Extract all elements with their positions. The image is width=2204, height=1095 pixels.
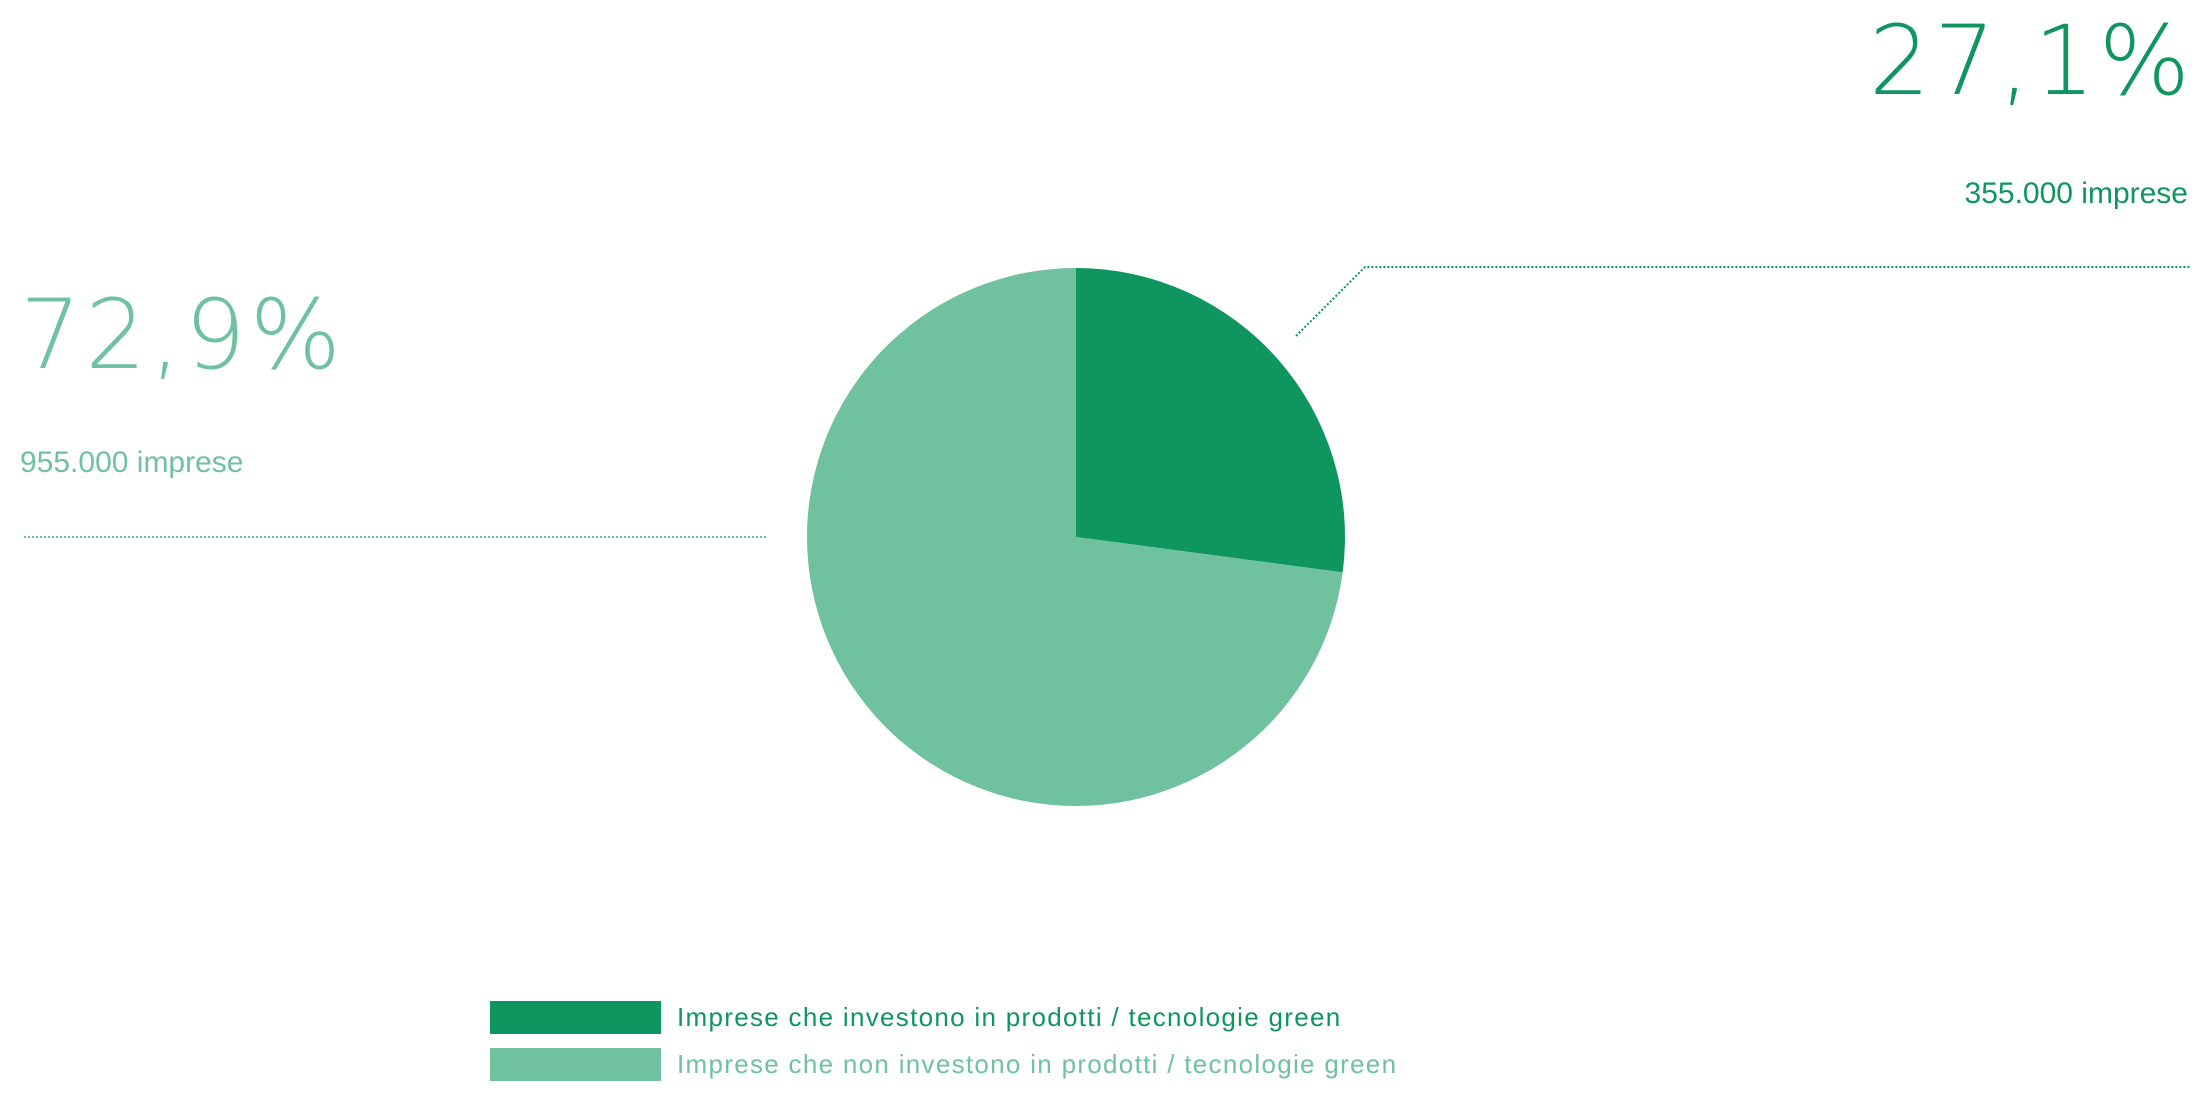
legend-label-invest: Imprese che investono in prodotti / tecn… (677, 1002, 1342, 1032)
legend-swatch-noinvest (490, 1048, 661, 1081)
pie-slice-noinvest (807, 268, 1343, 807)
count-label-invest: 355.000 imprese (1965, 177, 2188, 210)
percent-label-noinvest: 72,9% (20, 279, 345, 391)
percent-label-invest: 27,1% (1869, 5, 2194, 117)
leader-line-invest (1295, 266, 2190, 337)
pie-slices (807, 268, 1346, 807)
legend-item-noinvest: Imprese che non investono in prodotti / … (490, 1048, 1397, 1081)
count-label-noinvest: 955.000 imprese (20, 446, 243, 479)
legend-label-noinvest: Imprese che non investono in prodotti / … (677, 1049, 1398, 1079)
legend-swatch-invest (490, 1001, 661, 1034)
legend-item-invest: Imprese che investono in prodotti / tecn… (490, 1001, 1397, 1034)
legend: Imprese che investono in prodotti / tecn… (490, 1001, 1397, 1095)
pie-slice-invest (1076, 268, 1346, 573)
